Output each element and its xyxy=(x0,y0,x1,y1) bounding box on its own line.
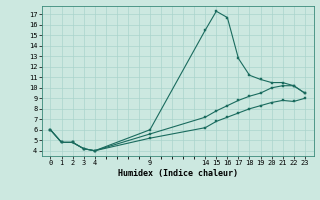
X-axis label: Humidex (Indice chaleur): Humidex (Indice chaleur) xyxy=(118,169,237,178)
